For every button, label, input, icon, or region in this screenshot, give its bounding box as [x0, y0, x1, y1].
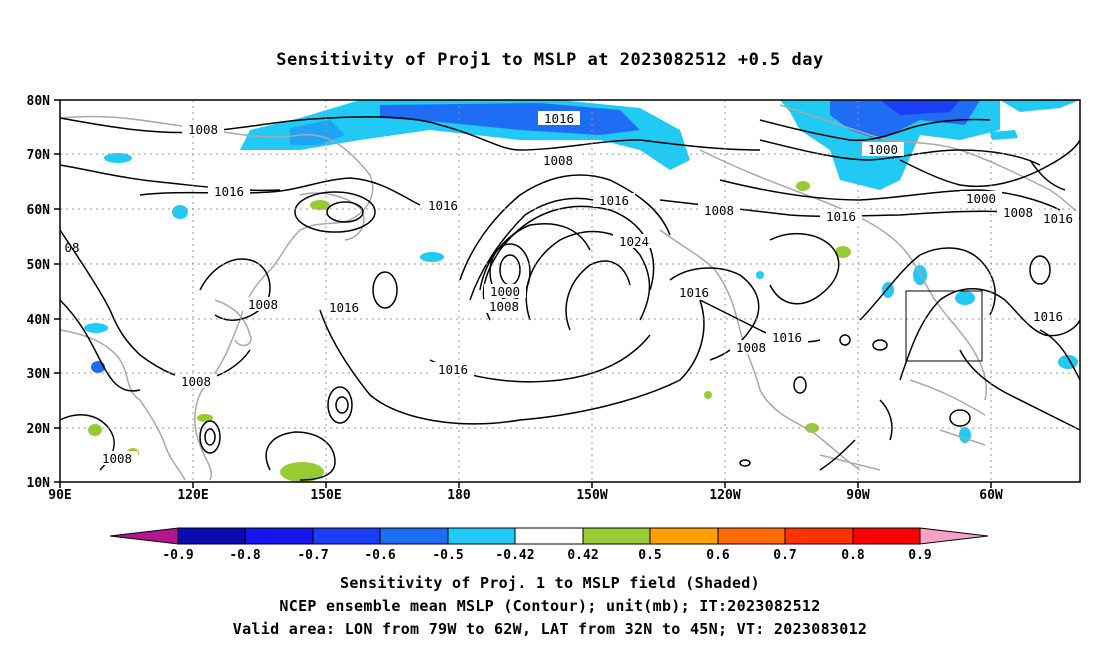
map-frame	[59, 99, 1081, 483]
contour-label: 08	[64, 240, 79, 255]
map-title: Sensitivity of Proj1 to MSLP at 20230825…	[276, 50, 824, 70]
lon-label: 90E	[48, 488, 71, 503]
colorbar-label: -0.5	[432, 548, 463, 563]
colorbar-low-arrow	[109, 527, 179, 545]
lat-label: 40N	[27, 313, 51, 328]
contour-label: 1000	[490, 284, 520, 299]
colorbar-label: 0.6	[706, 548, 730, 563]
lat-label: 10N	[27, 476, 51, 491]
lat-label: 60N	[27, 203, 51, 218]
colorbar-label: 0.9	[908, 548, 931, 563]
colorbar-label: 0.42	[567, 548, 598, 563]
contour-label: 1016	[214, 184, 244, 199]
contour-label: 1000	[966, 191, 996, 206]
lat-label: 30N	[27, 367, 51, 382]
colorbar-cell	[379, 527, 449, 545]
caption-line-3: Valid area: LON from 79W to 62W, LAT fro…	[232, 620, 868, 638]
contour-label: 1016	[428, 198, 458, 213]
contour-label: 1016	[1033, 309, 1063, 324]
contour-label: 1008	[736, 340, 766, 355]
contour-label: 1016	[544, 111, 574, 126]
colorbar-cell	[514, 527, 584, 545]
colorbar-label: -0.6	[364, 548, 395, 563]
colorbar-cell	[784, 527, 854, 545]
lat-label: 20N	[27, 422, 51, 437]
lon-label: 150W	[576, 488, 607, 503]
contour-label: 1016	[826, 209, 856, 224]
colorbar-cell	[177, 527, 246, 545]
lon-label: 120E	[177, 488, 208, 503]
contour-label: 1008	[1003, 205, 1033, 220]
colorbar-cell	[582, 527, 651, 545]
caption-line-1: Sensitivity of Proj. 1 to MSLP field (Sh…	[340, 574, 760, 592]
lon-label: 90W	[846, 488, 870, 503]
lon-label: 180	[447, 488, 471, 503]
colorbar-cell	[447, 527, 516, 545]
contour-label: 1016	[772, 330, 802, 345]
contour-label: 1008	[248, 297, 278, 312]
colorbar-label: 0.5	[638, 548, 661, 563]
longitude-labels: 90E 120E 150E 180 150W 120W 90W 60W	[48, 488, 1003, 503]
axis-ticks	[54, 99, 992, 488]
contour-label: 1024	[619, 234, 649, 249]
valid-area-box	[905, 290, 983, 362]
contour-label: 1016	[599, 193, 629, 208]
colorbar-cell	[244, 527, 314, 545]
colorbar-label: -0.7	[297, 548, 328, 563]
contour-label: 1016	[679, 285, 709, 300]
colorbar-cell	[717, 527, 786, 545]
contour-label: 1008	[181, 374, 211, 389]
lat-label: 70N	[27, 148, 51, 163]
contour-label: 1008	[489, 299, 519, 314]
colorbar-label: 0.8	[841, 548, 865, 563]
contour-labels: 1008 1016 1016 1016 08 1008 1016 1008 10…	[64, 111, 1079, 466]
lat-label: 50N	[27, 258, 51, 273]
colorbar-labels: -0.9 -0.8 -0.7 -0.6 -0.5 -0.42 0.42 0.5 …	[162, 548, 931, 563]
colorbar-high-arrow	[919, 527, 989, 545]
contour-label: 1008	[704, 203, 734, 218]
contour-label: 1008	[188, 122, 218, 137]
colorbar-cell	[649, 527, 719, 545]
lon-label: 60W	[979, 488, 1003, 503]
colorbar-cell	[852, 527, 921, 545]
caption-line-2: NCEP ensemble mean MSLP (Contour); unit(…	[279, 597, 821, 615]
contour-label: 1000	[868, 142, 898, 157]
contour-label: 1016	[329, 300, 359, 315]
contour-label: 1016	[438, 362, 468, 377]
colorbar-cell	[312, 527, 381, 545]
lon-label: 120W	[709, 488, 740, 503]
contour-label: 1008	[102, 451, 132, 466]
colorbar-label: 0.7	[773, 548, 796, 563]
mslp-contours	[59, 116, 1081, 481]
contour-label: 1008	[543, 153, 573, 168]
lat-label: 80N	[27, 94, 51, 109]
colorbar	[109, 527, 989, 545]
contour-label: 1016	[1043, 211, 1073, 226]
colorbar-label: -0.8	[229, 548, 260, 563]
colorbar-label: -0.42	[495, 548, 534, 563]
lon-label: 150E	[310, 488, 341, 503]
latitude-labels: 80N 70N 60N 50N 40N 30N 20N 10N	[27, 94, 51, 491]
colorbar-label: -0.9	[162, 548, 193, 563]
